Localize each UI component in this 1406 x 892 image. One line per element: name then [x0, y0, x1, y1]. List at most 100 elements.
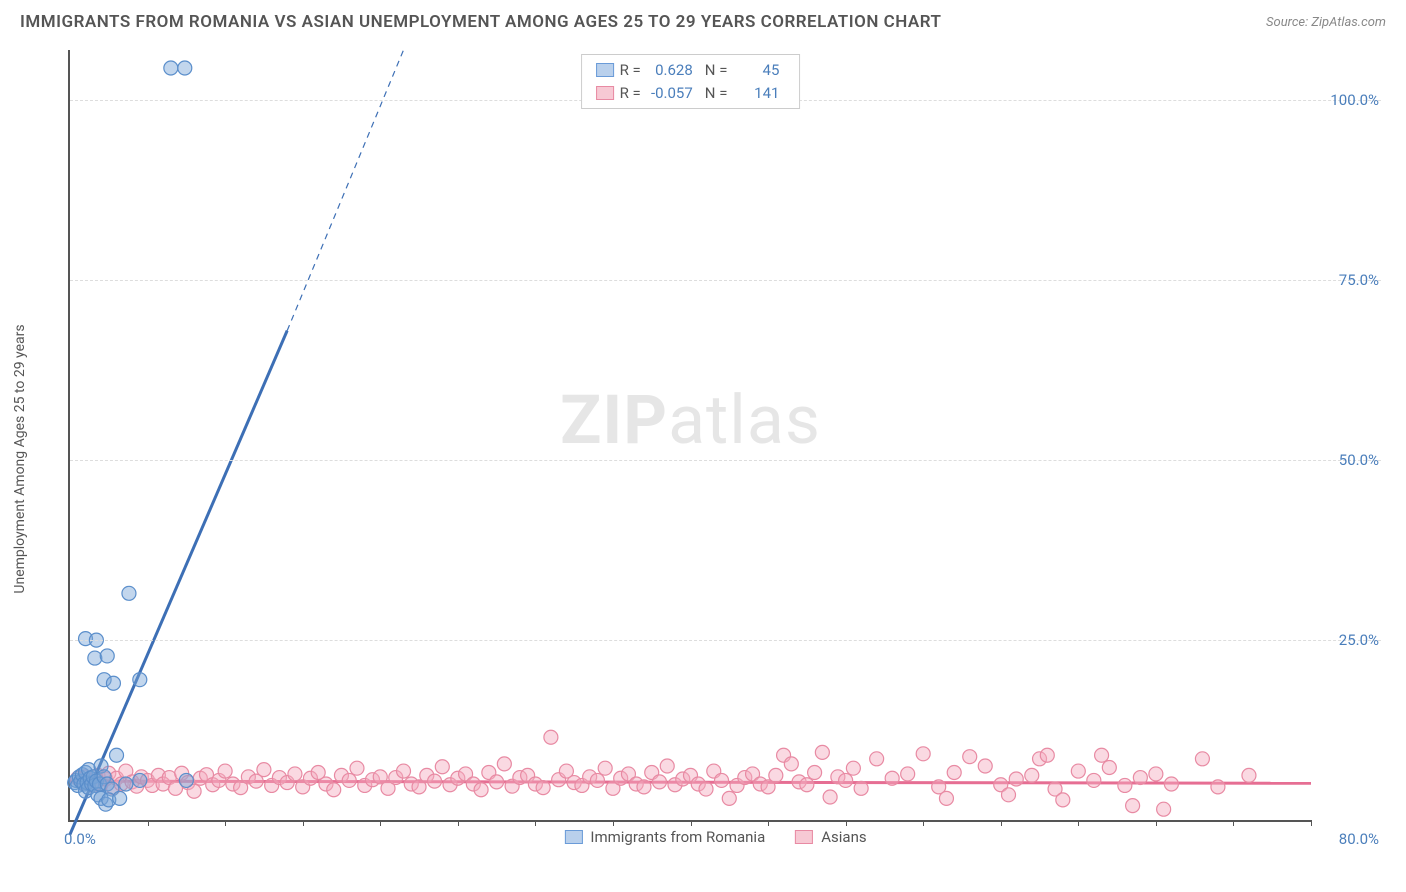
asians-point: [808, 766, 822, 780]
legend-row: R = 0.628 N =45: [596, 59, 786, 82]
gridline: [70, 280, 1381, 281]
legend-n-prefix: N =: [705, 82, 728, 105]
asians-point: [660, 759, 674, 773]
asians-point: [490, 775, 504, 789]
series-legend-label: Asians: [821, 828, 866, 846]
romania-point: [113, 791, 127, 805]
chart-title: IMMIGRANTS FROM ROMANIA VS ASIAN UNEMPLO…: [20, 12, 941, 32]
asians-point: [1009, 772, 1023, 786]
asians-point: [536, 781, 550, 795]
asians-point: [1164, 777, 1178, 791]
romania-point: [100, 649, 114, 663]
asians-point: [1211, 780, 1225, 794]
romania-point: [178, 61, 192, 75]
asians-point: [854, 781, 868, 795]
legend-swatch: [596, 86, 614, 100]
legend-r-value: 0.628: [647, 59, 699, 82]
asians-point: [350, 761, 364, 775]
asians-point: [590, 773, 604, 787]
x-tick: [225, 820, 226, 826]
asians-point: [342, 773, 356, 787]
x-tick: [923, 820, 924, 826]
asians-point: [1002, 788, 1016, 802]
asians-point: [1126, 799, 1140, 813]
asians-point: [1087, 773, 1101, 787]
asians-point: [1149, 767, 1163, 781]
legend-r-prefix: R =: [620, 59, 641, 82]
asians-point: [769, 768, 783, 782]
legend-r-prefix: R =: [620, 82, 641, 105]
asians-point: [916, 747, 930, 761]
legend-row: R = -0.057 N =141: [596, 82, 786, 105]
plot-area: ZIPatlas R =0.628N =45R =-0.057N =141 25…: [68, 50, 1311, 822]
series-legend: Immigrants from Romania Asians: [564, 828, 866, 846]
asians-point: [428, 774, 442, 788]
series-legend-item: Immigrants from Romania: [564, 828, 765, 846]
x-origin-label: 0.0%: [64, 830, 96, 848]
asians-point: [218, 764, 232, 778]
legend-swatch: [795, 830, 813, 844]
x-tick: [1156, 820, 1157, 826]
x-tick: [1078, 820, 1079, 826]
scatter-plot-svg: [70, 50, 1311, 820]
asians-point: [637, 780, 651, 794]
legend-n-value: 45: [733, 59, 785, 82]
asians-point: [815, 745, 829, 759]
asians-point: [722, 791, 736, 805]
asians-point: [1095, 748, 1109, 762]
y-tick-label: 50.0%: [1339, 451, 1379, 469]
stats-legend: R = 0.628 N =45 R = -0.057 N =141: [581, 54, 801, 109]
asians-point: [497, 757, 511, 771]
asians-point: [947, 766, 961, 780]
series-legend-item: Asians: [795, 828, 866, 846]
asians-point: [435, 760, 449, 774]
x-tick: [535, 820, 536, 826]
x-tick: [768, 820, 769, 826]
legend-n-prefix: N =: [705, 59, 728, 82]
legend-swatch: [564, 830, 582, 844]
romania-point: [133, 673, 147, 687]
asians-point: [474, 783, 488, 797]
asians-point: [963, 750, 977, 764]
asians-point: [397, 764, 411, 778]
romania-point: [119, 777, 133, 791]
romania-point: [179, 773, 193, 787]
romania-trendline-dashed: [287, 50, 403, 331]
asians-point: [784, 757, 798, 771]
asians-point: [544, 730, 558, 744]
asians-point: [652, 775, 666, 789]
asians-point: [846, 761, 860, 775]
legend-r-value: -0.057: [647, 82, 699, 105]
legend-n-value: 141: [733, 82, 785, 105]
asians-point: [699, 782, 713, 796]
asians-point: [715, 773, 729, 787]
y-tick-label: 75.0%: [1339, 271, 1379, 289]
romania-point: [106, 676, 120, 690]
asians-point: [1056, 793, 1070, 807]
asians-point: [1102, 760, 1116, 774]
asians-point: [288, 767, 302, 781]
gridline: [70, 460, 1381, 461]
x-tick: [1233, 820, 1234, 826]
x-tick: [846, 820, 847, 826]
source-attribution: Source: ZipAtlas.com: [1266, 15, 1386, 30]
asians-point: [327, 783, 341, 797]
romania-point: [88, 651, 102, 665]
asians-point: [901, 767, 915, 781]
x-tick: [613, 820, 614, 826]
y-axis-label: Unemployment Among Ages 25 to 29 years: [12, 324, 28, 593]
gridline: [70, 640, 1381, 641]
legend-swatch: [596, 63, 614, 77]
romania-point: [110, 748, 124, 762]
asians-point: [598, 761, 612, 775]
romania-point: [164, 61, 178, 75]
x-tick: [458, 820, 459, 826]
x-tick: [1001, 820, 1002, 826]
x-tick: [691, 820, 692, 826]
asians-point: [1071, 764, 1085, 778]
asians-point: [1157, 802, 1171, 816]
x-tick: [1311, 820, 1312, 826]
y-tick-label: 100.0%: [1330, 91, 1379, 109]
asians-point: [870, 752, 884, 766]
asians-point: [800, 778, 814, 792]
